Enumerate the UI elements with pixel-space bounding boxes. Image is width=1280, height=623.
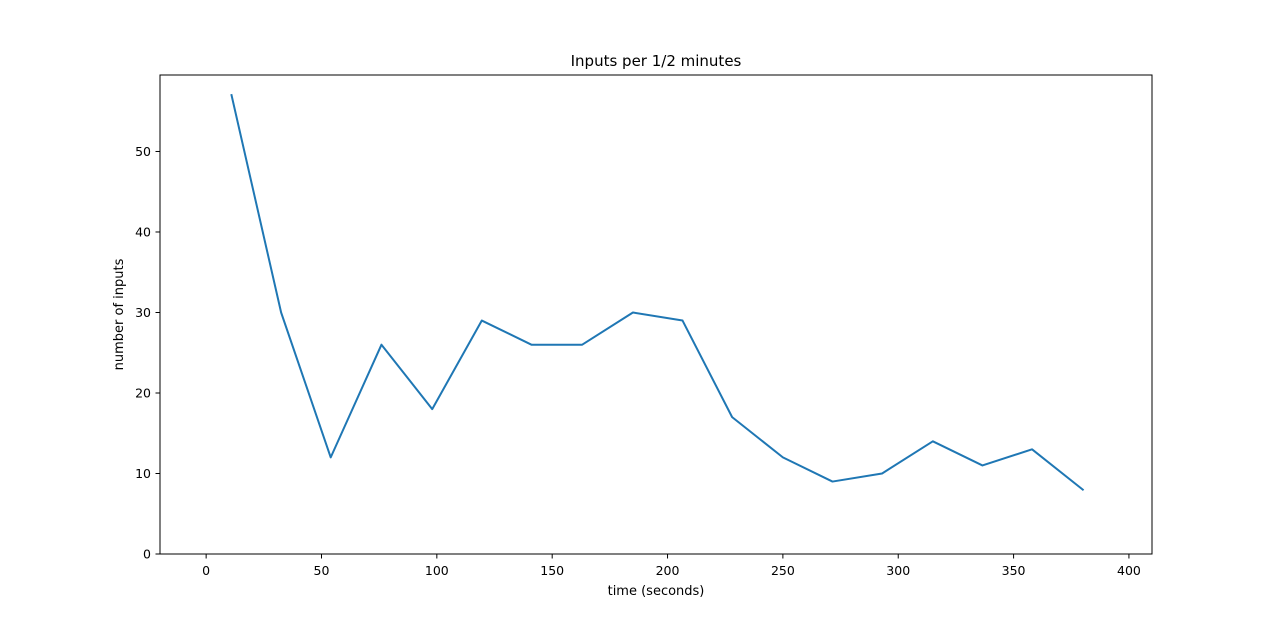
series-group [230, 93, 1085, 492]
axis-ticks: 0 50 100 150 200 250 300 350 400 0 10 20 30 40 50 [135, 144, 1141, 578]
x-tick-label: 100 [425, 563, 449, 578]
x-tick-label: 400 [1117, 563, 1141, 578]
x-tick-label: 0 [202, 563, 210, 578]
x-tick-label: 50 [314, 563, 330, 578]
chart-title: Inputs per 1/2 minutes [571, 52, 742, 70]
y-axis-label: number of inputs [112, 258, 127, 370]
x-axis-label: time (seconds) [608, 584, 705, 599]
y-tick-label: 30 [135, 305, 151, 320]
y-tick-label: 0 [143, 547, 151, 562]
y-tick-label: 40 [135, 224, 151, 239]
plot-frame [159, 74, 1153, 555]
x-tick-label: 350 [1002, 563, 1026, 578]
y-tick-label: 50 [135, 144, 151, 159]
x-tick-label: 300 [886, 563, 910, 578]
series-line [230, 93, 1085, 492]
y-tick-label: 10 [135, 466, 151, 481]
x-tick-label: 200 [656, 563, 680, 578]
x-tick-label: 150 [540, 563, 564, 578]
y-tick-label: 20 [135, 385, 151, 400]
x-tick-label: 250 [771, 563, 795, 578]
